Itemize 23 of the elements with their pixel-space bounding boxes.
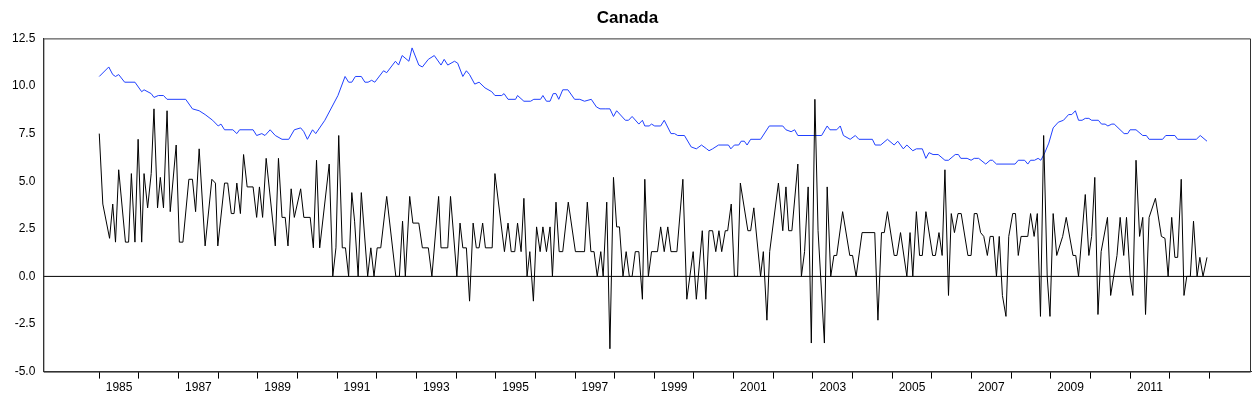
x-tick-label: 1999 [660,380,688,395]
x-tick-label: 1993 [422,380,450,395]
y-tick-label: 0.0 [18,268,36,283]
x-tick-label: 2003 [819,380,847,395]
x-tick-label: 1989 [264,380,292,395]
x-tick-label: 1987 [185,380,213,395]
y-tick-label: 7.5 [18,125,36,140]
x-tick-label: 2001 [740,380,768,395]
x-tick-label: 1991 [343,380,371,395]
y-tick-label: 12.5 [12,30,36,45]
y-tick-label: -5.0 [14,363,36,378]
y-tick-label: -2.5 [14,316,36,331]
y-tick-label: 2.5 [18,221,36,236]
x-tick-label: 2005 [898,380,926,395]
y-tick-label: 10.0 [12,78,36,93]
y-tick-label: 5.0 [18,173,36,188]
x-tick-label: 1985 [105,380,133,395]
x-tick-label: 2009 [1057,380,1085,395]
chart-title: Canada [596,7,659,27]
x-tick-label: 2011 [1136,380,1164,395]
x-tick-label: 1995 [502,380,530,395]
x-tick-label: 2007 [977,380,1005,395]
x-tick-label: 1997 [581,380,609,395]
